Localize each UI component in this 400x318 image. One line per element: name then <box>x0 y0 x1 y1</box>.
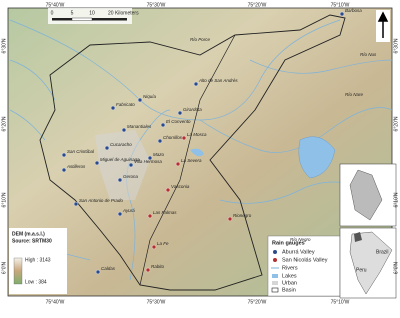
rain-gauge <box>110 105 116 111</box>
gauge-label: Chorrillos <box>163 135 183 140</box>
dem-source: Source: SRTM30 <box>12 238 52 244</box>
rain-gauge <box>117 177 123 183</box>
lake <box>298 136 336 179</box>
rain-gauge <box>227 216 233 222</box>
legend-item: Urban <box>282 280 297 286</box>
gauge-label: La Mosca <box>187 132 207 137</box>
lon-label: 75°20'W <box>248 2 267 8</box>
lon-label: 75°40'W <box>46 299 65 305</box>
lat-label: 6°20'N <box>1 116 7 131</box>
subbasin-divide <box>139 34 236 286</box>
rain-gauge <box>175 161 181 167</box>
gauge-label: San Cristóbal <box>67 149 95 154</box>
gauge-label: La Fe <box>157 241 169 246</box>
scale-label: 20 Kilometers <box>108 10 139 16</box>
north-arrow <box>376 10 390 42</box>
lon-label: 75°30'W <box>147 299 166 305</box>
rain-gauge <box>121 127 127 133</box>
rain-gauge <box>104 145 110 151</box>
lat-label: 6°10'N <box>1 192 7 207</box>
gauge-label: Cucaracho <box>110 142 132 147</box>
rain-gauge <box>181 135 187 141</box>
gauge-label: Girardota <box>183 107 202 112</box>
rain-gauge <box>160 122 166 128</box>
dem-title: DEM (m.a.s.l.) <box>12 231 45 237</box>
rain-gauge <box>128 162 134 168</box>
gauge-label: Rionegro <box>233 213 252 218</box>
inset-label: Peru <box>356 267 367 273</box>
river-label: Río Porce <box>190 37 211 42</box>
rain-gauge <box>157 138 163 144</box>
dem-low: Low : 384 <box>25 279 47 285</box>
gauge-label: Niquía <box>143 94 157 99</box>
gauge-label: Gerona <box>123 174 139 179</box>
legend-item: Lakes <box>282 273 297 279</box>
gauge-label: Villa Hermosa <box>134 159 162 164</box>
gauge-label: Rabito <box>151 264 165 269</box>
lat-label: 6°20'N <box>393 116 399 131</box>
rain-gauge-legend <box>267 235 341 297</box>
dem-high: High : 3143 <box>25 257 51 263</box>
lon-label: 75°20'W <box>248 299 267 305</box>
gauge-label: El Convento <box>166 119 191 124</box>
rain-gauge <box>73 201 79 207</box>
lake <box>190 148 204 157</box>
river-label: Río Nus <box>360 52 377 57</box>
inset-label: Brazil <box>376 249 389 255</box>
legend-item: Basin <box>282 287 296 293</box>
gauge-label: Ayurá <box>122 208 135 213</box>
gauge-label: Las Palmas <box>153 210 177 215</box>
scale-label: 10 <box>89 10 95 16</box>
rain-gauge <box>151 244 157 250</box>
lat-label: 6°0'N <box>393 262 399 275</box>
gauge-label: Fabricato <box>116 102 135 107</box>
gauge-label: Caldas <box>101 266 116 271</box>
legend-item: Aburrá Valley <box>282 249 315 255</box>
lon-label: 75°10'W <box>331 2 350 8</box>
basin-outline <box>39 14 346 291</box>
lon-label: 75°40'W <box>46 2 65 8</box>
rain-gauge <box>147 155 153 161</box>
lat-label: 6°0'N <box>1 262 7 275</box>
scale-label: 0 <box>51 10 54 16</box>
rain-gauge <box>193 81 199 87</box>
rain-gauge <box>165 187 171 193</box>
scale-label: 5 <box>71 10 74 16</box>
gauge-label: Astilleros <box>66 164 86 169</box>
rain-gauge <box>117 211 123 217</box>
gauge-label: Manantiales <box>127 124 152 129</box>
rain-gauge <box>61 152 67 158</box>
rain-gauge <box>145 267 151 273</box>
lat-label: 6°30'N <box>1 38 7 53</box>
rain-gauge <box>177 110 183 116</box>
rain-gauge <box>95 269 101 275</box>
lon-label: 75°10'W <box>331 299 350 305</box>
lat-label: 6°10'N <box>393 192 399 207</box>
river-label: Río Nare <box>345 92 364 97</box>
legend-title: Rain gauges <box>272 240 305 246</box>
rain-gauge <box>61 167 67 173</box>
lon-label: 75°30'W <box>147 2 166 8</box>
scale-bar <box>48 8 132 24</box>
gauge-label: La Severa <box>181 158 202 163</box>
rain-gauge <box>147 213 153 219</box>
gauge-label: Vasconia <box>171 184 190 189</box>
gauge-label: Alto de San Andrés <box>198 78 238 83</box>
rain-gauge <box>339 11 345 17</box>
gauge-label: Mazo <box>153 152 165 157</box>
legend-item: San Nicolás Valley <box>282 257 328 263</box>
gauge-label: San Antonio de Prado <box>79 198 123 203</box>
dem-legend <box>9 228 67 294</box>
gauge-label: Miguel de Aguinaga <box>100 157 140 162</box>
legend-item: Rivers <box>282 265 298 271</box>
river-label: Río Negro <box>290 237 311 242</box>
lat-label: 6°30'N <box>393 38 399 53</box>
rain-gauge <box>137 97 143 103</box>
inset-maps <box>339 163 397 299</box>
rain-gauge <box>94 160 100 166</box>
gauge-label: Barbosa <box>345 8 362 13</box>
